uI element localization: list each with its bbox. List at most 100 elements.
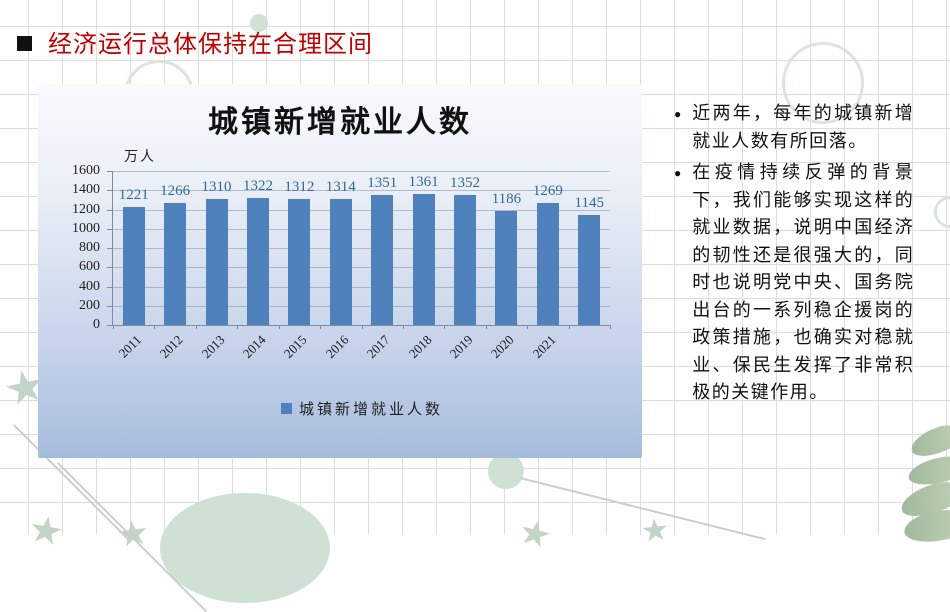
y-tick-label: 200 — [79, 297, 100, 313]
x-tick-label: 2021 — [529, 332, 559, 361]
gridline — [113, 248, 610, 249]
bullet-icon: ● — [674, 107, 682, 121]
note-text: 在疫情持续反弹的背景下，我们能够实现这样的就业数据，说明中国经济的韧性还是很强大… — [692, 162, 915, 402]
y-tick-mark — [107, 248, 112, 249]
x-tick-label: 2011 — [115, 332, 145, 361]
x-tick-label: 2019 — [446, 332, 476, 361]
bar-value-label: 1269 — [532, 182, 563, 199]
star-decoration — [28, 513, 65, 548]
slide-title-row: 经济运行总体保持在合理区间 — [17, 24, 373, 59]
gridline — [113, 190, 610, 192]
y-tick-mark — [107, 305, 112, 307]
y-tick-mark — [107, 286, 112, 288]
x-tick-label: 2020 — [488, 332, 518, 361]
bar-2016 — [329, 198, 352, 325]
y-tick-label: 1200 — [72, 201, 100, 217]
bar-value-label: 1314 — [325, 178, 356, 195]
x-tick-mark — [278, 325, 280, 329]
x-tick-label: 2017 — [363, 332, 393, 361]
y-tick-mark — [107, 325, 112, 326]
note-item: ● 在疫情持续反弹的背景下，我们能够实现这样的就业数据，说明中国经济的韧性还是很强… — [674, 159, 936, 407]
blob-decoration — [160, 493, 330, 603]
chart-legend: 城镇新增就业人数 — [280, 398, 444, 419]
legend-label: 城镇新增就业人数 — [298, 401, 444, 418]
y-tick-label: 1000 — [72, 220, 100, 236]
circle-decoration — [934, 196, 950, 228]
bar-2020 — [495, 210, 518, 325]
line-decoration — [519, 477, 766, 540]
bar-value-label: 1351 — [367, 174, 398, 191]
gridline — [113, 228, 610, 230]
x-tick-label: 2014 — [239, 332, 269, 361]
bullet-icon: ● — [674, 166, 682, 180]
bar-2011 — [122, 207, 145, 325]
bar-value-label: 1312 — [284, 178, 315, 195]
bar-value-label: 1266 — [160, 183, 191, 200]
bar-2015 — [288, 198, 311, 325]
star-decoration — [641, 517, 669, 545]
page-title: 经济运行总体保持在合理区间 — [48, 31, 373, 58]
y-tick-mark — [107, 171, 112, 172]
x-tick-label: 2016 — [322, 332, 352, 361]
bar-2012 — [164, 203, 187, 325]
chart-unit-label: 万人 — [124, 148, 156, 164]
note-item: ● 近两年，每年的城镇新增就业人数有所回落。 — [674, 100, 936, 155]
bar-last — [578, 214, 601, 325]
gridline — [113, 209, 610, 211]
note-text: 近两年，每年的城镇新增就业人数有所回落。 — [692, 103, 915, 151]
gridline — [113, 267, 610, 269]
x-tick-mark — [610, 325, 611, 329]
x-tick-mark — [320, 325, 322, 329]
plant-decoration — [894, 420, 950, 545]
x-tick-mark — [527, 325, 529, 329]
y-tick-label: 400 — [79, 278, 100, 294]
bar-value-label: 1145 — [574, 194, 605, 211]
x-tick-mark — [113, 325, 114, 329]
bar-value-label: 1352 — [450, 174, 481, 191]
x-tick-label: 2012 — [156, 332, 186, 361]
y-tick-mark — [107, 209, 112, 211]
pin-circle-decoration — [488, 453, 524, 489]
chart-panel: 城镇新增就业人数 万人 1600 1400 1200 1000 800 600 400 200… — [38, 84, 642, 458]
y-tick-label: 800 — [79, 240, 100, 255]
bar-value-label: 1322 — [242, 177, 273, 194]
gridline — [113, 171, 610, 172]
y-tick-mark — [107, 228, 112, 230]
bar-value-label: 1361 — [408, 174, 439, 191]
x-tick-mark — [485, 325, 487, 329]
bar-2017 — [371, 194, 394, 325]
x-tick-mark — [444, 325, 446, 329]
bar-2013 — [205, 198, 228, 325]
bar-2014 — [246, 197, 269, 325]
x-axis-line — [112, 325, 610, 326]
x-tick-label: 2018 — [405, 332, 435, 361]
y-tick-mark — [107, 190, 112, 192]
y-tick-mark — [107, 267, 112, 269]
notes-list: ● 近两年，每年的城镇新增就业人数有所回落。 ● 在疫情持续反弹的背景下，我们能够实现… — [674, 100, 936, 411]
y-tick-label: 1600 — [72, 163, 100, 178]
star-decoration — [517, 517, 553, 551]
bar-2019 — [454, 194, 477, 325]
x-tick-mark — [568, 325, 570, 329]
gridline — [113, 305, 610, 307]
y-tick-label: 600 — [79, 259, 100, 275]
x-tick-mark — [237, 325, 239, 329]
bar-2021 — [536, 202, 559, 325]
chart-title: 城镇新增就业人数 — [208, 106, 472, 139]
line-decoration — [57, 462, 208, 612]
square-bullet-icon — [17, 35, 32, 51]
x-tick-mark — [402, 325, 404, 329]
bar-2018 — [412, 194, 435, 325]
bar-value-label: 1221 — [118, 187, 149, 204]
y-tick-label: 0 — [93, 317, 100, 332]
gridline — [113, 286, 610, 288]
star-decoration — [116, 518, 150, 550]
x-tick-label: 2013 — [198, 332, 228, 361]
y-tick-label: 1400 — [72, 182, 100, 198]
bar-value-label: 1186 — [491, 190, 522, 207]
legend-swatch-icon — [280, 403, 292, 414]
y-axis-line — [112, 171, 113, 325]
chart-plot-area: 1221 2011 1266 2012 1310 2013 1322 2014 1312 2015… — [107, 171, 611, 361]
x-tick-label: 2015 — [280, 332, 310, 361]
